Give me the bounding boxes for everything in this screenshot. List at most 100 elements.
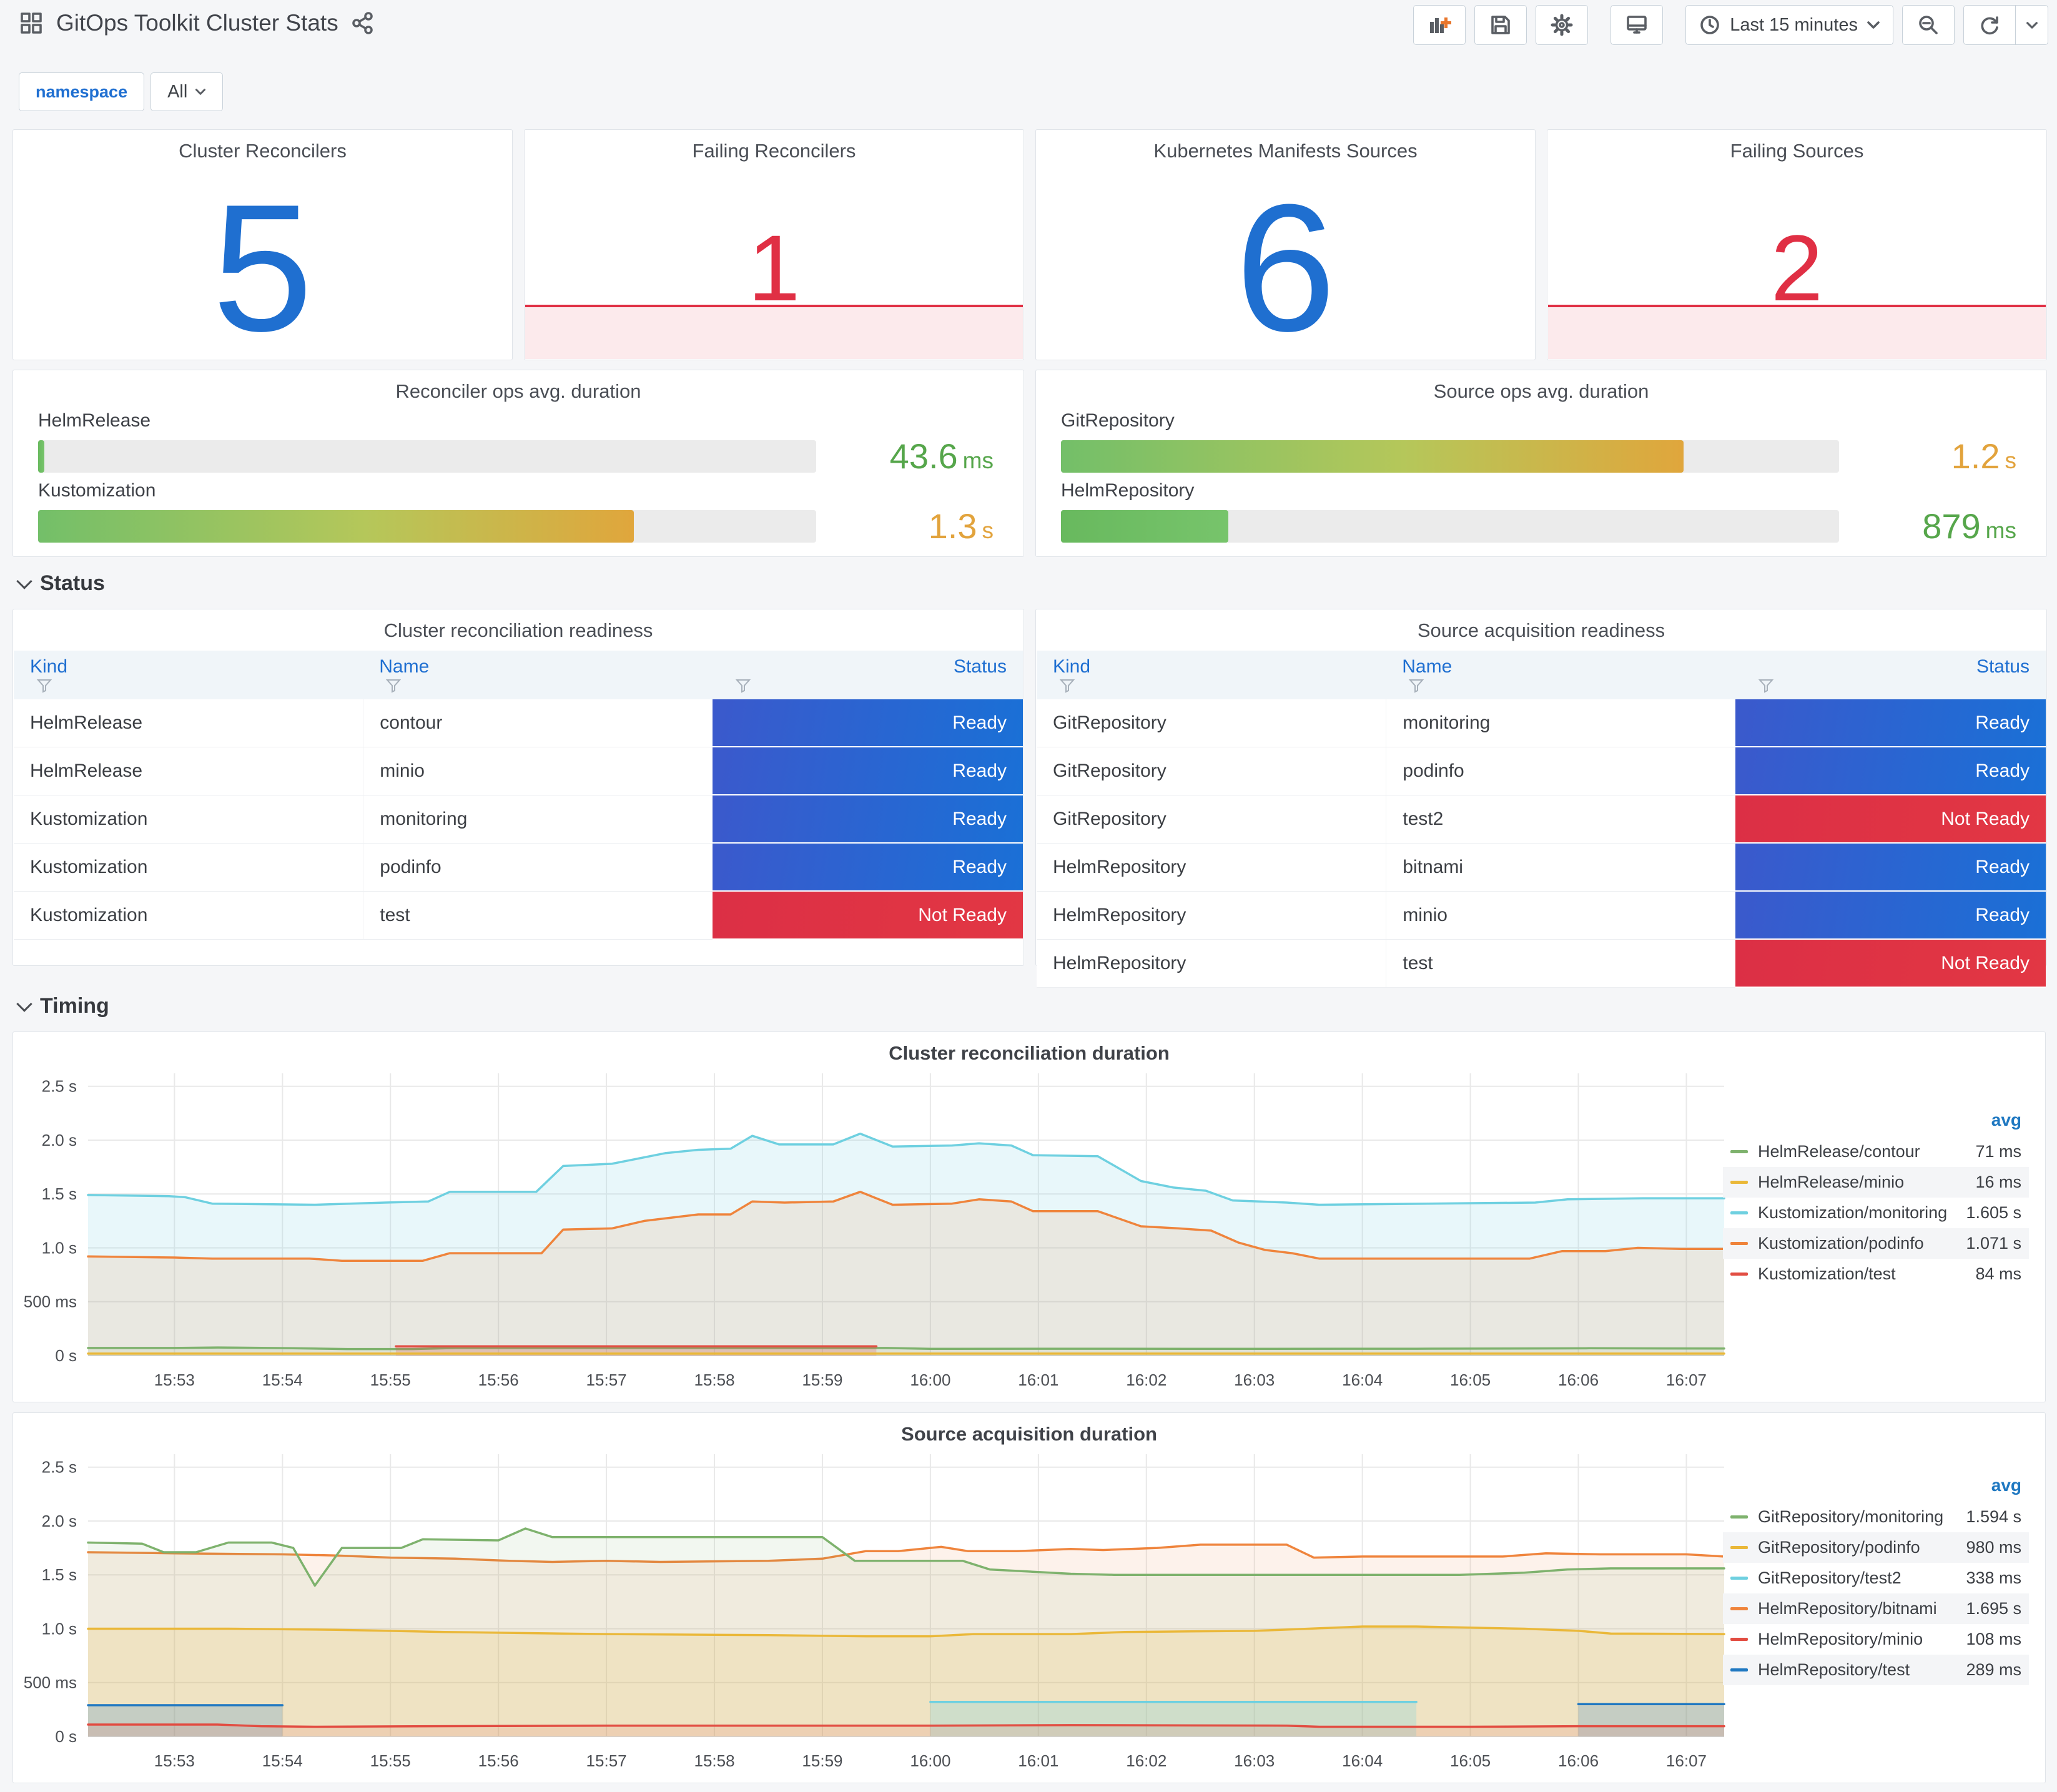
tv-cycle-view-button[interactable]	[1611, 5, 1664, 45]
panel-cluster-reconcilers[interactable]: Cluster Reconcilers 5	[12, 129, 513, 360]
legend-item[interactable]: HelmRelease/contour 71 ms	[1723, 1136, 2029, 1167]
cell-kind: Kustomization	[14, 892, 363, 940]
table-row: HelmRelease contour Ready	[14, 699, 1023, 747]
gauge-track	[38, 440, 816, 473]
time-series-plot[interactable]: 0 s 500 ms 1.0 s 1.5 s 2.0 s 2.5 s 15:53 15:54 1…	[13, 1445, 1737, 1783]
cell-name: bitnami	[1386, 844, 1735, 892]
panel-source-acquisition-readiness[interactable]: Source acquisition readiness Kind Name Sta…	[1035, 609, 2047, 988]
legend-series-name: Kustomization/podinfo	[1758, 1233, 1924, 1253]
cell-name: test	[1386, 940, 1735, 988]
panel-title: Reconciler ops avg. duration	[395, 380, 641, 402]
legend-series-avg: 289 ms	[1966, 1660, 2021, 1679]
add-panel-button[interactable]	[1413, 5, 1466, 45]
x-axis-tick: 16:05	[1450, 1751, 1491, 1770]
column-header-status[interactable]: Status	[1735, 651, 2046, 699]
gauge-bar-fill	[1061, 440, 1684, 473]
time-range-label: Last 15 minutes	[1730, 14, 1858, 35]
gauge-row: Kustomization 1.3 s	[38, 480, 999, 544]
panel-failing-reconcilers[interactable]: Failing Reconcilers 1	[524, 129, 1024, 360]
cell-kind: HelmRepository	[1037, 940, 1386, 988]
cell-name: contour	[363, 699, 713, 747]
x-axis-tick: 16:00	[910, 1371, 950, 1389]
y-axis-tick: 2.5 s	[42, 1077, 77, 1096]
series-color-dash-icon	[1730, 1515, 1748, 1519]
section-status[interactable]: Status	[16, 571, 105, 596]
legend-series-avg: 980 ms	[1966, 1538, 2021, 1557]
section-timing[interactable]: Timing	[16, 994, 109, 1018]
x-axis-tick: 16:02	[1126, 1751, 1167, 1770]
gauge-value: 1.2 s	[1951, 436, 2016, 476]
y-axis-tick: 2.5 s	[42, 1458, 77, 1477]
save-dashboard-button[interactable]	[1474, 5, 1527, 45]
panel-cluster-reconciliation-duration[interactable]: Cluster reconciliation duration 0 s 500 m…	[12, 1031, 2046, 1402]
status-badge: Ready	[712, 844, 1023, 892]
legend-item[interactable]: HelmRelease/minio 16 ms	[1723, 1166, 2029, 1198]
column-header-name[interactable]: Name	[1386, 651, 1735, 699]
share-icon[interactable]	[351, 11, 375, 35]
series-color-dash-icon	[1730, 1607, 1748, 1610]
series-color-dash-icon	[1730, 1638, 1748, 1641]
legend-item[interactable]: HelmRepository/test 289 ms	[1723, 1655, 2029, 1685]
table-row: HelmRepository test Not Ready	[1037, 940, 2046, 988]
gauge-bar-fill	[38, 440, 44, 473]
zoom-out-button[interactable]	[1902, 5, 1955, 45]
column-header-kind[interactable]: Kind	[14, 651, 363, 699]
status-badge: Ready	[712, 795, 1023, 844]
legend-series-name: Kustomization/test	[1758, 1264, 1896, 1283]
refresh-interval-dropdown[interactable]	[2016, 5, 2048, 45]
legend-item[interactable]: GitRepository/test2 338 ms	[1723, 1563, 2029, 1593]
status-badge: Ready	[1735, 844, 2046, 892]
chevron-down-icon	[2026, 21, 2038, 29]
cell-name: minio	[363, 747, 713, 795]
refresh-button[interactable]	[1963, 5, 2016, 45]
legend-item[interactable]: HelmRepository/bitnami 1.695 s	[1723, 1593, 2029, 1624]
y-axis-tick: 1.5 s	[42, 1184, 77, 1203]
time-series-plot[interactable]: 0 s 500 ms 1.0 s 1.5 s 2.0 s 2.5 s 15:53 15:54 1…	[13, 1065, 1737, 1402]
legend-item[interactable]: GitRepository/podinfo 980 ms	[1723, 1532, 2029, 1563]
y-axis-tick: 2.0 s	[42, 1131, 77, 1150]
panel-reconciler-ops-duration[interactable]: Reconciler ops avg. duration HelmRelease…	[12, 370, 1024, 557]
status-badge: Ready	[712, 747, 1023, 795]
x-axis-tick: 16:04	[1342, 1751, 1383, 1770]
series-line-Kustomization-monitoring	[87, 1132, 1725, 1206]
legend-series-name: HelmRelease/minio	[1758, 1172, 1905, 1191]
column-header-kind[interactable]: Kind	[1037, 651, 1386, 699]
series-line-GitRepository-podinfo	[87, 1625, 1725, 1638]
panel-cluster-reconciliation-readiness[interactable]: Cluster reconciliation readiness Kind Nam…	[12, 609, 1024, 966]
column-header-name[interactable]: Name	[363, 651, 713, 699]
legend-item[interactable]: Kustomization/podinfo 1.071 s	[1723, 1228, 2029, 1259]
chevron-down-icon	[16, 995, 32, 1012]
legend-series-name: GitRepository/monitoring	[1758, 1507, 1944, 1526]
legend-avg-header[interactable]: avg	[1991, 1475, 2021, 1495]
panel-title: Cluster reconciliation duration	[889, 1042, 1170, 1064]
variable-namespace-label[interactable]: namespace	[19, 72, 145, 111]
gauge-label: HelmRepository	[1061, 480, 1195, 501]
settings-gear-icon[interactable]	[1536, 5, 1589, 45]
legend-item[interactable]: Kustomization/monitoring 1.605 s	[1723, 1198, 2029, 1228]
legend-avg-header[interactable]: avg	[1991, 1110, 2021, 1130]
dashboard-title[interactable]: GitOps Toolkit Cluster Stats	[56, 10, 338, 36]
column-header-status[interactable]: Status	[712, 651, 1023, 699]
stat-value: 6	[1235, 166, 1336, 369]
apps-grid-icon[interactable]	[19, 11, 44, 36]
x-axis-tick: 15:59	[802, 1751, 842, 1770]
panel-source-ops-duration[interactable]: Source ops avg. duration GitRepository 1.…	[1035, 370, 2047, 557]
legend-item[interactable]: GitRepository/monitoring 1.594 s	[1723, 1502, 2029, 1532]
time-range-picker[interactable]: Last 15 minutes	[1685, 5, 1893, 45]
cell-kind: HelmRepository	[1037, 892, 1386, 940]
panel-manifests-sources[interactable]: Kubernetes Manifests Sources 6	[1035, 129, 1536, 360]
series-color-dash-icon	[1730, 1272, 1748, 1276]
x-axis-tick: 15:56	[478, 1371, 519, 1389]
legend-item[interactable]: HelmRepository/minio 108 ms	[1723, 1624, 2029, 1655]
gauge-track	[38, 510, 816, 543]
variable-namespace-value: All	[167, 81, 188, 102]
x-axis-tick: 16:06	[1558, 1751, 1599, 1770]
panel-failing-sources[interactable]: Failing Sources 2	[1547, 129, 2047, 360]
legend-series-avg: 1.071 s	[1966, 1233, 2021, 1253]
panel-source-acquisition-duration[interactable]: Source acquisition duration 0 s 500 ms 1.0…	[12, 1412, 2046, 1783]
chart-legend: avg GitRepository/monitoring 1.594 s GitRep…	[1723, 1419, 2029, 1739]
legend-series-name: HelmRepository/test	[1758, 1660, 1910, 1679]
variable-namespace-select[interactable]: All	[150, 72, 224, 111]
legend-item[interactable]: Kustomization/test 84 ms	[1723, 1259, 2029, 1289]
legend-series-avg: 1.605 s	[1966, 1203, 2021, 1222]
